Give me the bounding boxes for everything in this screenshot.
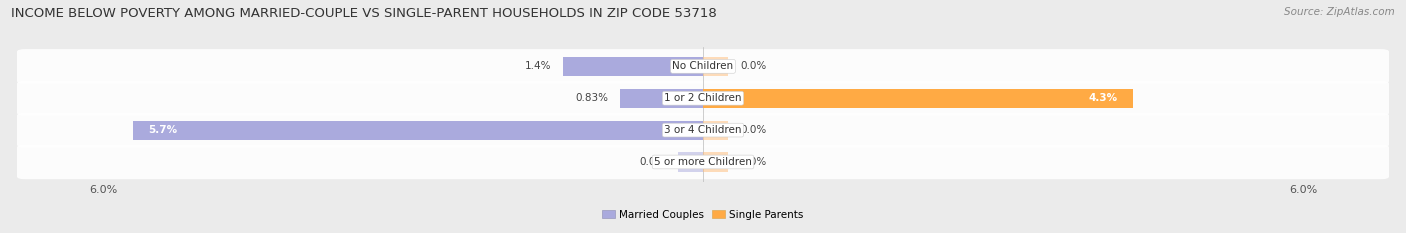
- Text: 4.3%: 4.3%: [1088, 93, 1118, 103]
- Bar: [703, 152, 728, 171]
- Bar: [620, 89, 703, 108]
- Bar: [703, 120, 728, 140]
- FancyBboxPatch shape: [17, 113, 1389, 147]
- Text: 5 or more Children: 5 or more Children: [654, 157, 752, 167]
- Bar: [703, 89, 1133, 108]
- Text: 0.0%: 0.0%: [740, 125, 766, 135]
- Text: 0.83%: 0.83%: [575, 93, 607, 103]
- Legend: Married Couples, Single Parents: Married Couples, Single Parents: [599, 206, 807, 224]
- Text: INCOME BELOW POVERTY AMONG MARRIED-COUPLE VS SINGLE-PARENT HOUSEHOLDS IN ZIP COD: INCOME BELOW POVERTY AMONG MARRIED-COUPL…: [11, 7, 717, 20]
- Bar: [562, 57, 703, 76]
- Bar: [134, 120, 703, 140]
- FancyBboxPatch shape: [17, 145, 1389, 179]
- Text: 1.4%: 1.4%: [524, 61, 551, 71]
- Text: 0.0%: 0.0%: [740, 61, 766, 71]
- Text: 0.0%: 0.0%: [640, 157, 666, 167]
- Text: 3 or 4 Children: 3 or 4 Children: [664, 125, 742, 135]
- Text: 5.7%: 5.7%: [148, 125, 177, 135]
- Text: No Children: No Children: [672, 61, 734, 71]
- FancyBboxPatch shape: [17, 81, 1389, 115]
- Text: 0.0%: 0.0%: [740, 157, 766, 167]
- Bar: [678, 152, 703, 171]
- FancyBboxPatch shape: [17, 49, 1389, 84]
- Text: 1 or 2 Children: 1 or 2 Children: [664, 93, 742, 103]
- Text: Source: ZipAtlas.com: Source: ZipAtlas.com: [1284, 7, 1395, 17]
- Bar: [703, 57, 728, 76]
